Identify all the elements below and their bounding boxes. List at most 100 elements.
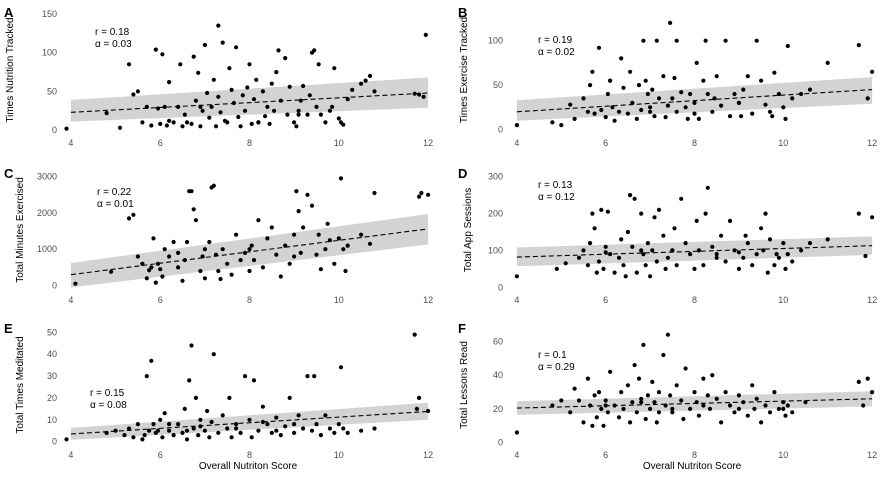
panel-e-point-40 xyxy=(234,422,239,427)
panel-f-alpha-label: α = 0.29 xyxy=(538,362,575,373)
panel-a-point-54 xyxy=(263,114,268,119)
panel-e-point-23 xyxy=(184,437,190,442)
panel-b-point-81 xyxy=(648,109,653,114)
panel-a-point-43 xyxy=(236,114,241,120)
panel-c-point-22 xyxy=(189,189,194,194)
panel-e-point-69 xyxy=(359,428,364,433)
panel-e-point-16 xyxy=(160,435,165,440)
panel-f-point-62 xyxy=(750,383,755,388)
panel-b-point-40 xyxy=(674,109,679,114)
panel-a-point-65 xyxy=(292,120,297,125)
panel-d-point-22 xyxy=(628,193,633,198)
panel-a-point-55 xyxy=(265,104,270,109)
panel-d-point-56 xyxy=(736,266,742,271)
panel-e-point-29 xyxy=(198,417,203,422)
panel-b-x-tick-6: 6 xyxy=(603,138,608,148)
panel-c-point-6 xyxy=(144,276,149,281)
panel-e-point-54 xyxy=(292,430,297,435)
panel-a-point-16 xyxy=(171,120,176,125)
panel-b-point-78 xyxy=(865,96,870,101)
panel-f-point-33 xyxy=(650,379,655,384)
panel-f-point-65 xyxy=(759,420,764,425)
panel-e-point-80 xyxy=(184,428,190,433)
panel-b-point-11 xyxy=(599,107,604,113)
panel-b-point-16 xyxy=(612,118,617,123)
panel-a-point-84 xyxy=(345,97,350,102)
panel-f-point-81 xyxy=(670,406,675,411)
panel-c-point-0 xyxy=(73,281,78,286)
panel-a-point-80 xyxy=(332,66,337,71)
panel-d-point-39 xyxy=(672,226,677,231)
panel-f-point-74 xyxy=(803,400,808,405)
panel-e-x-tick-6: 6 xyxy=(158,450,163,460)
panel-e-point-45 xyxy=(251,378,257,383)
panel-f-point-35 xyxy=(654,420,659,425)
panel-b-point-62 xyxy=(750,111,755,116)
panel-f-point-28 xyxy=(639,396,644,401)
panel-d-letter: D xyxy=(458,166,467,181)
panel-d-point-18 xyxy=(619,237,624,242)
panel-b-point-34 xyxy=(661,74,666,79)
panel-a-point-28 xyxy=(202,42,207,48)
panel-d-point-68 xyxy=(774,252,779,257)
panel-d-point-20 xyxy=(623,274,628,279)
panel-a-point-92 xyxy=(421,94,426,99)
panel-b-point-25 xyxy=(639,107,644,113)
panel-e-point-14 xyxy=(155,428,161,433)
panel-d-point-44 xyxy=(692,266,697,271)
panel-d-point-29 xyxy=(645,241,651,246)
panel-c-point-46 xyxy=(269,225,274,230)
panel-c-point-78 xyxy=(247,247,252,252)
panel-b-point-50 xyxy=(705,91,710,97)
panel-f-point-61 xyxy=(745,413,750,418)
panel-a-point-22 xyxy=(189,121,194,126)
panel-b-point-66 xyxy=(767,109,773,114)
panel-c-y-tick-1000: 1000 xyxy=(37,244,57,254)
panel-d-point-48 xyxy=(703,211,708,216)
panel-b-y-tick-100: 100 xyxy=(488,36,503,46)
panel-d-point-32 xyxy=(652,215,657,220)
panel-f-point-68 xyxy=(772,390,777,395)
panel-e-point-22 xyxy=(182,406,187,411)
panel-d-point-30 xyxy=(648,274,653,279)
panel-b-point-63 xyxy=(754,38,759,43)
panel-f-point-15 xyxy=(603,398,608,403)
panel-b-point-57 xyxy=(732,91,737,97)
panel-a-point-94 xyxy=(167,118,172,123)
panel-c-point-15 xyxy=(167,254,172,259)
panel-a-point-39 xyxy=(227,66,232,71)
panel-f-x-tick-12: 12 xyxy=(867,450,877,460)
panel-c-y-axis-title: Total Minutes Exercised xyxy=(15,177,26,283)
panel-a-point-97 xyxy=(256,120,261,125)
panel-f-x-tick-8: 8 xyxy=(692,450,697,460)
panel-d-point-73 xyxy=(790,259,795,264)
panel-a-point-59 xyxy=(274,70,279,75)
panel-d-point-78 xyxy=(863,253,868,259)
panel-f-point-0 xyxy=(514,430,520,435)
panel-e-y-tick-30: 30 xyxy=(47,371,57,381)
panel-d-point-36 xyxy=(663,266,668,271)
panel-b-x-tick-12: 12 xyxy=(867,138,877,148)
panel-f-point-66 xyxy=(763,403,768,408)
panel-c-r-label: r = 0.22 xyxy=(97,187,132,198)
panel-f-point-58 xyxy=(732,410,737,415)
panel-e-point-12 xyxy=(151,422,156,427)
panel-e-point-18 xyxy=(167,428,172,433)
panel-f-letter: F xyxy=(458,321,466,336)
panel-b-point-61 xyxy=(745,74,750,79)
panel-e-x-axis-title: Overall Nutriton Score xyxy=(199,461,298,472)
panel-a-point-74 xyxy=(314,104,319,109)
panel-e-y-tick-20: 20 xyxy=(47,393,57,403)
panel-d-point-3 xyxy=(576,255,582,260)
panel-d-point-84 xyxy=(736,250,742,255)
panel-a-y-axis-title: Times Nutrition Tracked xyxy=(5,17,16,122)
panel-a-point-47 xyxy=(245,85,250,90)
panel-b-point-71 xyxy=(783,116,788,121)
panel-f-point-5 xyxy=(576,398,582,403)
panel-b-y-tick-0: 0 xyxy=(498,125,503,135)
panel-e-point-47 xyxy=(260,404,265,409)
panel-b-point-8 xyxy=(590,69,595,74)
panel-a-point-69 xyxy=(301,83,306,89)
panel-e-point-65 xyxy=(336,422,341,427)
panel-d-point-50 xyxy=(710,244,715,249)
